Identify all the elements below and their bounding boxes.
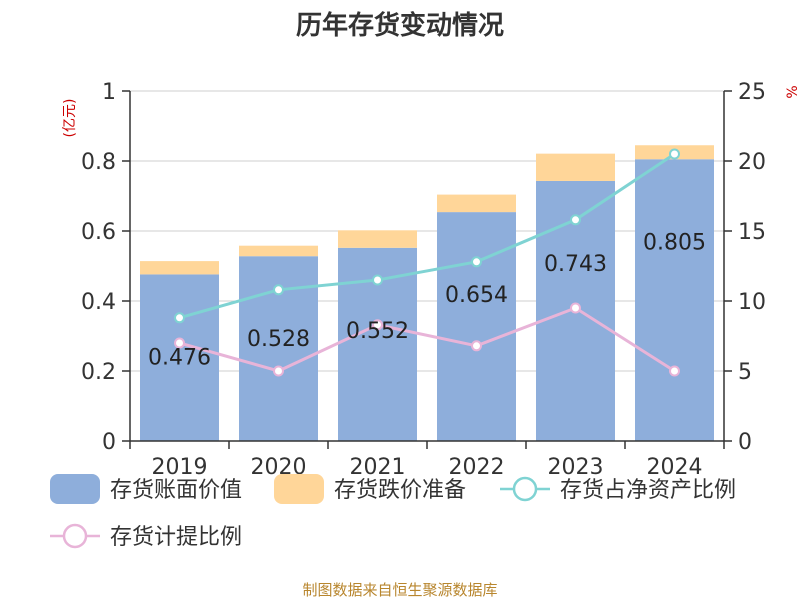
- series-line: [179, 152, 676, 320]
- bar-value-label: 0.654: [445, 283, 508, 308]
- legend-label: 存货跌价准备: [334, 478, 466, 503]
- series-point: [669, 365, 680, 377]
- data-labels: 0.476 0.528 0.552 0.654 0.743 0.805: [148, 230, 706, 370]
- x-axis-tick-label: 2023: [548, 455, 604, 480]
- series-point: [669, 148, 680, 160]
- right-axis-tick-label: 10: [738, 290, 766, 315]
- left-axis-tick-label: 0.8: [81, 150, 116, 175]
- right-axis-tick-label: 20: [738, 150, 766, 175]
- right-axis-unit: %: [785, 85, 800, 98]
- series-point: [372, 319, 383, 331]
- bar: [536, 153, 615, 181]
- bar-value-label: 0.552: [346, 319, 409, 344]
- legend-swatch-marker: [62, 523, 88, 549]
- series-point: [471, 256, 482, 268]
- chart-title: 历年存货变动情况: [296, 10, 504, 41]
- bar-value-label: 0.805: [643, 230, 706, 255]
- series-point: [273, 284, 284, 296]
- bar-value-label: 0.743: [544, 252, 607, 277]
- bar: [635, 159, 714, 441]
- x-axis-tick-label: 2022: [449, 455, 505, 480]
- legend-label: 存货账面价值: [110, 478, 242, 503]
- right-axis-tick-label: 15: [738, 220, 766, 245]
- bar: [239, 245, 318, 257]
- left-axis-tick-label: 0: [102, 430, 116, 455]
- legend-swatch: [274, 474, 324, 504]
- bars: [140, 145, 714, 441]
- legend-swatch-marker: [512, 476, 538, 502]
- bar-value-label: 0.528: [247, 327, 310, 352]
- lines: [174, 148, 680, 377]
- legend-label: 存货占净资产比例: [560, 478, 736, 503]
- left-axis-tick-label: 0.4: [81, 290, 116, 315]
- bar: [338, 230, 417, 248]
- x-axis-tick-label: 2021: [350, 455, 406, 480]
- bar-value-label: 0.476: [148, 345, 211, 370]
- left-axis-tick-label: 1: [102, 80, 116, 105]
- legend-swatch: [50, 474, 100, 504]
- source-note: 制图数据来自恒生聚源数据库: [302, 581, 497, 599]
- right-axis-tick-label: 25: [738, 80, 766, 105]
- right-axis-tick-label: 5: [738, 360, 752, 385]
- x-axis-tick-label: 2024: [647, 455, 703, 480]
- x-axis-tick-label: 2019: [152, 455, 208, 480]
- right-axis-tick-label: 0: [738, 430, 752, 455]
- bar: [140, 261, 219, 275]
- series-line: [179, 306, 676, 373]
- left-axis-unit: (亿元): [62, 99, 78, 138]
- series-point: [273, 365, 284, 377]
- left-axis-tick-label: 0.2: [81, 360, 116, 385]
- series-point: [471, 340, 482, 352]
- bar: [437, 194, 516, 213]
- left-axis-tick-label: 0.6: [81, 220, 116, 245]
- legend-label: 存货计提比例: [110, 525, 242, 550]
- series-point: [570, 302, 581, 314]
- series-point: [174, 337, 185, 349]
- series-point: [372, 274, 383, 286]
- series-point: [174, 312, 185, 324]
- bar: [140, 274, 219, 441]
- gridlines: [130, 90, 724, 372]
- bar: [437, 212, 516, 441]
- series-point: [570, 214, 581, 226]
